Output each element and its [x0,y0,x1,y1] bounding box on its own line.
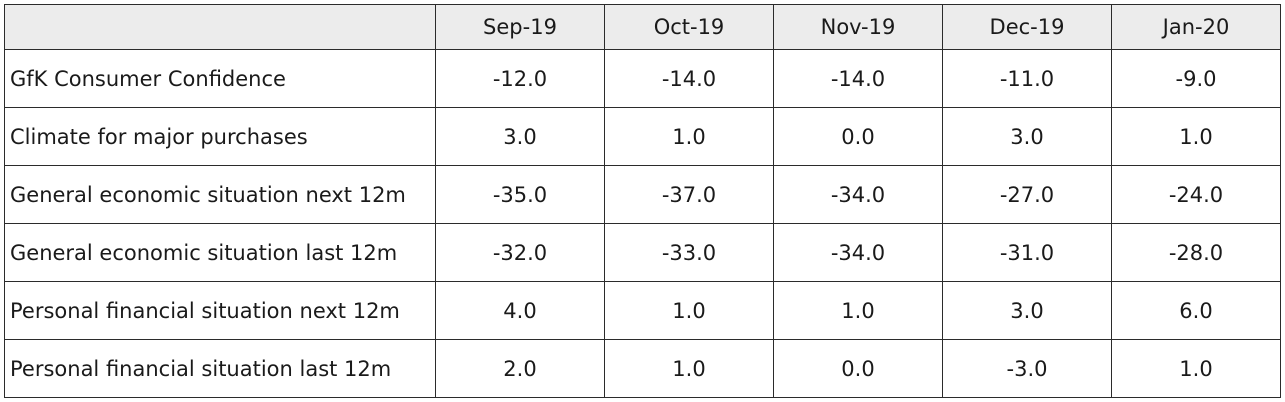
table-cell: 0.0 [773,107,943,166]
table-cell: 4.0 [435,281,605,340]
header-corner-cell [4,4,436,50]
header-row: Sep-19 Oct-19 Nov-19 Dec-19 Jan-20 [4,4,1281,50]
table-cell: -35.0 [435,165,605,224]
table-cell: -32.0 [435,223,605,282]
table-cell: -28.0 [1111,223,1281,282]
table-cell: 1.0 [604,107,774,166]
table-cell: 1.0 [604,339,774,398]
column-header: Sep-19 [435,4,605,50]
column-header: Dec-19 [942,4,1112,50]
column-header: Nov-19 [773,4,943,50]
table-row: Personal financial situation last 12m 2.… [4,339,1281,398]
consumer-confidence-table: Sep-19 Oct-19 Nov-19 Dec-19 Jan-20 GfK C… [4,4,1281,398]
table-cell: -34.0 [773,223,943,282]
table-cell: 3.0 [435,107,605,166]
column-header: Jan-20 [1111,4,1281,50]
table-cell: -27.0 [942,165,1112,224]
table-row: GfK Consumer Confidence -12.0 -14.0 -14.… [4,49,1281,108]
table-cell: 1.0 [1111,339,1281,398]
table-cell: 1.0 [1111,107,1281,166]
table-cell: -31.0 [942,223,1112,282]
table-cell: -11.0 [942,49,1112,108]
row-label: General economic situation last 12m [4,223,436,282]
table-row: General economic situation next 12m -35.… [4,165,1281,224]
table-cell: -24.0 [1111,165,1281,224]
table-cell: -14.0 [604,49,774,108]
table-row: General economic situation last 12m -32.… [4,223,1281,282]
table-row: Personal financial situation next 12m 4.… [4,281,1281,340]
table-cell: 3.0 [942,107,1112,166]
column-header: Oct-19 [604,4,774,50]
table-cell: 1.0 [773,281,943,340]
table-cell: -34.0 [773,165,943,224]
table-cell: -12.0 [435,49,605,108]
table-cell: -9.0 [1111,49,1281,108]
row-label: General economic situation next 12m [4,165,436,224]
row-label: Personal financial situation last 12m [4,339,436,398]
table-cell: 1.0 [604,281,774,340]
table-cell: -3.0 [942,339,1112,398]
table-cell: 2.0 [435,339,605,398]
table-cell: 6.0 [1111,281,1281,340]
data-table-container: Sep-19 Oct-19 Nov-19 Dec-19 Jan-20 GfK C… [4,4,1281,398]
table-cell: -14.0 [773,49,943,108]
table-cell: -33.0 [604,223,774,282]
row-label: GfK Consumer Confidence [4,49,436,108]
row-label: Climate for major purchases [4,107,436,166]
table-row: Climate for major purchases 3.0 1.0 0.0 … [4,107,1281,166]
table-cell: 3.0 [942,281,1112,340]
table-cell: -37.0 [604,165,774,224]
row-label: Personal financial situation next 12m [4,281,436,340]
table-cell: 0.0 [773,339,943,398]
